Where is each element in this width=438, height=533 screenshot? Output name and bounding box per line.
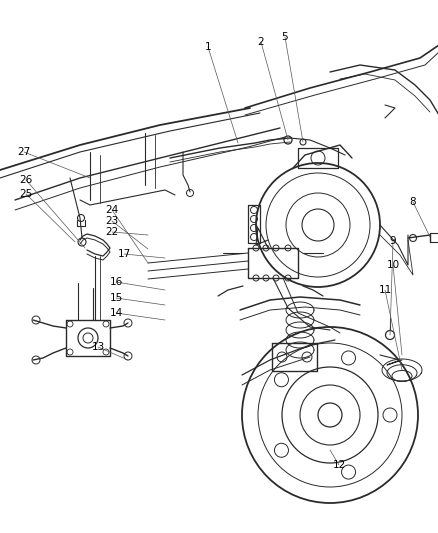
Text: 14: 14 xyxy=(109,308,122,318)
Text: 5: 5 xyxy=(281,32,288,42)
Text: 25: 25 xyxy=(19,189,32,199)
Text: 10: 10 xyxy=(385,260,399,270)
Text: 17: 17 xyxy=(117,249,131,259)
Text: 26: 26 xyxy=(19,175,32,185)
Text: 9: 9 xyxy=(389,236,396,246)
Text: 11: 11 xyxy=(378,285,391,295)
Text: 16: 16 xyxy=(109,277,122,287)
Text: 24: 24 xyxy=(105,205,118,215)
Text: 15: 15 xyxy=(109,293,122,303)
Text: 12: 12 xyxy=(332,460,345,470)
Text: 1: 1 xyxy=(204,42,211,52)
Text: 27: 27 xyxy=(18,147,31,157)
Text: 23: 23 xyxy=(105,216,118,226)
Text: 8: 8 xyxy=(409,197,415,207)
Text: 2: 2 xyxy=(257,37,264,47)
Text: 22: 22 xyxy=(105,227,118,237)
Text: 13: 13 xyxy=(91,342,104,352)
